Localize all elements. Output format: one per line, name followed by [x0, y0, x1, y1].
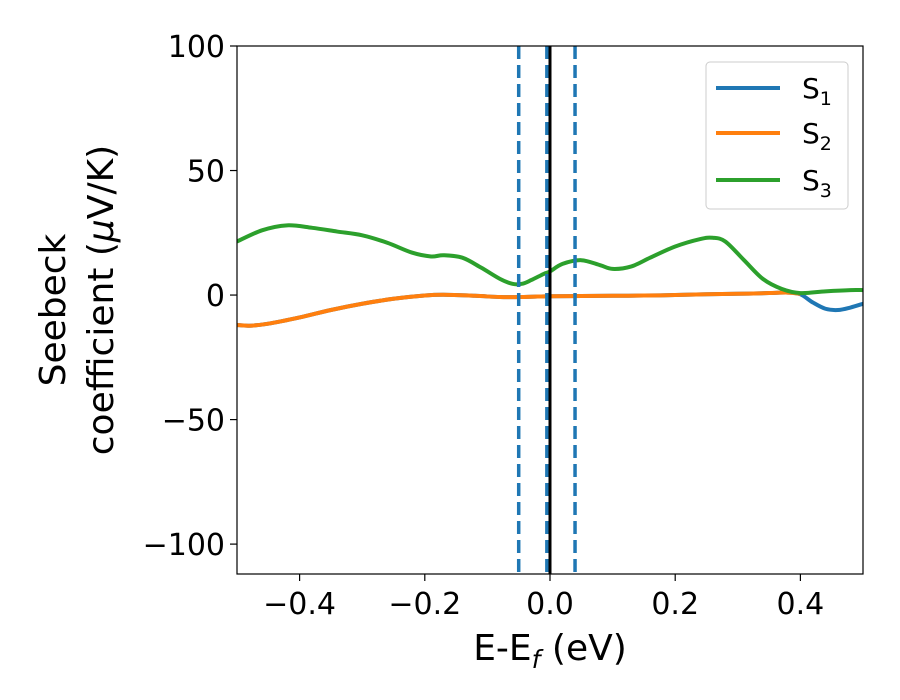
legend-entry-s3: S3 — [716, 164, 832, 202]
y-tick-label: 0 — [206, 279, 225, 314]
x-axis-label-main: E-E — [473, 628, 531, 669]
y-axis-label-prefix: coefficient ( — [81, 242, 122, 455]
x-axis-ticks: −0.4 −0.2 0.0 0.2 0.4 — [263, 574, 824, 622]
y-tick-label: 100 — [168, 30, 225, 65]
x-axis-label-unit: (eV) — [540, 628, 626, 669]
y-axis-label-unit: V/K) — [81, 145, 122, 219]
legend-label-s1-sub: 1 — [820, 88, 832, 110]
x-tick-label: −0.4 — [263, 587, 336, 622]
x-tick-label: −0.2 — [388, 587, 461, 622]
x-axis-label: E-Ef (eV) — [473, 628, 627, 674]
legend-entry-s2: S2 — [716, 117, 832, 155]
y-axis-ticks: −100 −50 0 50 100 — [143, 30, 237, 563]
legend-entry-s1: S1 — [716, 72, 832, 110]
legend-box — [705, 61, 849, 210]
legend-label-s2: S2 — [802, 117, 832, 155]
x-tick-label: 0.2 — [651, 587, 699, 622]
y-axis-label-line1: Seebeck — [33, 233, 74, 386]
y-axis-label: Seebeck coefficient (μV/K) — [33, 145, 122, 455]
x-tick-label: 0.0 — [526, 587, 574, 622]
legend-label-s1-main: S — [802, 72, 820, 105]
y-axis-label-mu: μ — [81, 219, 122, 243]
legend-label-s1: S1 — [802, 72, 832, 110]
y-tick-label: −100 — [143, 528, 225, 563]
legend-label-s2-main: S — [802, 117, 820, 150]
x-tick-label: 0.4 — [777, 587, 825, 622]
y-tick-label: −50 — [162, 404, 225, 439]
legend-label-s3: S3 — [802, 164, 832, 202]
y-tick-label: 50 — [187, 155, 225, 190]
legend-label-s3-main: S — [802, 164, 820, 197]
vline-layer — [516, 46, 577, 574]
legend: S1 S2 S3 — [705, 61, 849, 210]
legend-label-s3-sub: 3 — [820, 180, 832, 202]
legend-label-s2-sub: 2 — [820, 133, 832, 155]
y-axis-label-line2: coefficient (μV/K) — [81, 145, 122, 455]
